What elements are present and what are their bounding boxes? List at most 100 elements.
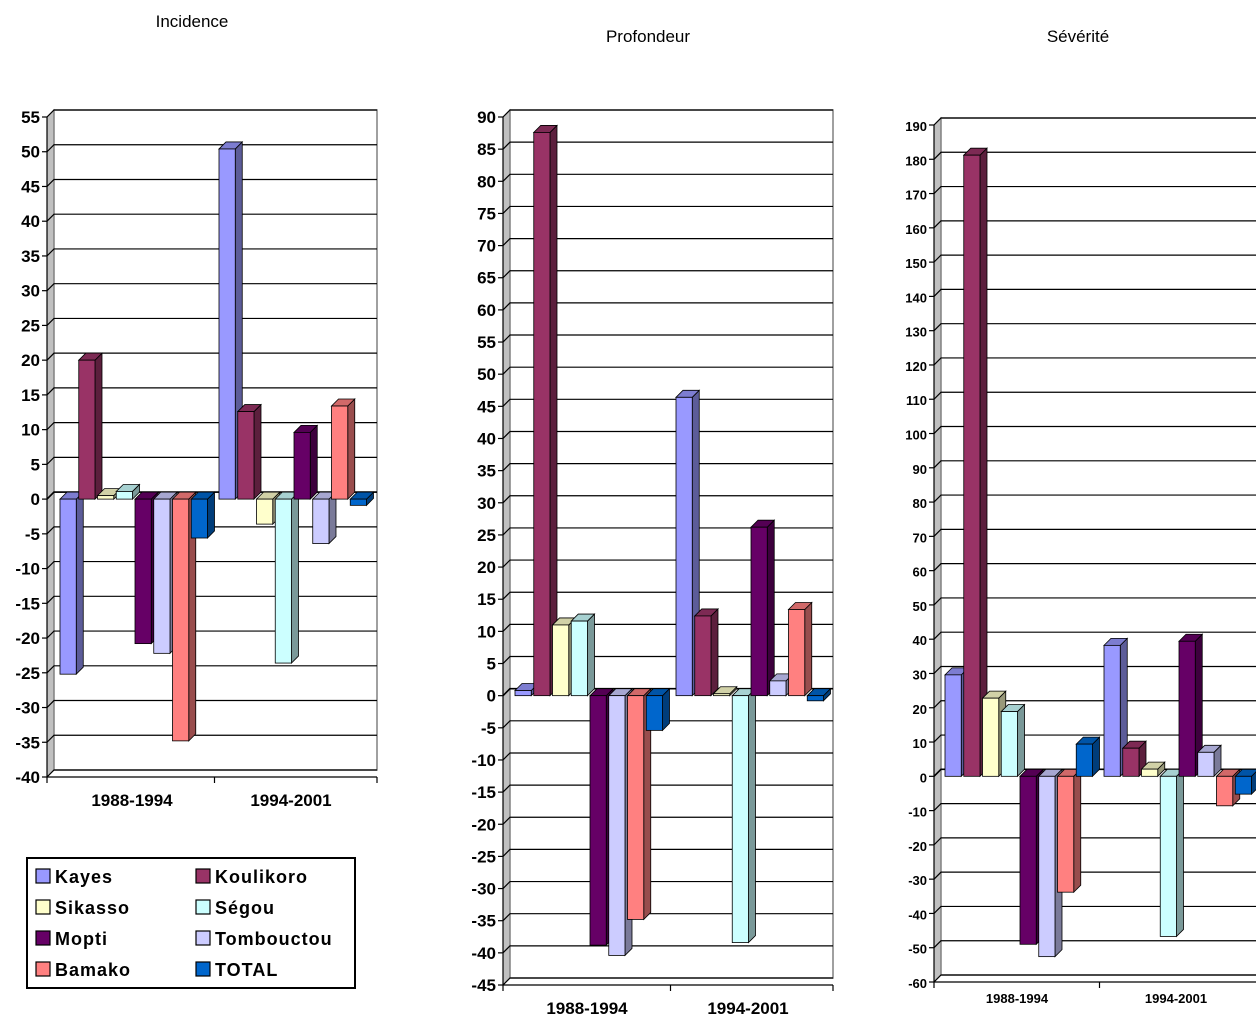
bar-front	[589, 695, 607, 946]
bar	[675, 389, 701, 697]
y-tick-label: 130	[905, 325, 927, 340]
y-tick-label: 45	[21, 177, 40, 196]
bar	[645, 687, 671, 732]
gridline	[502, 816, 833, 825]
gridline	[933, 700, 1256, 709]
y-tick-label: 0	[920, 770, 927, 785]
y-tick-label: 0	[31, 490, 40, 509]
y-tick-label: -25	[15, 664, 40, 683]
bar-front	[97, 495, 115, 500]
legend-label: Tombouctou	[215, 929, 333, 949]
legend-label: Ségou	[215, 898, 275, 918]
gridline	[46, 317, 377, 326]
gridline	[933, 425, 1256, 434]
gridline	[502, 398, 833, 407]
bar-front	[608, 695, 626, 956]
gridline	[502, 141, 833, 150]
y-tick-label: -20	[908, 839, 927, 854]
gridline	[502, 977, 833, 986]
y-tick-label: 40	[913, 633, 927, 648]
legend-swatch	[35, 899, 51, 915]
bar	[1075, 736, 1101, 778]
bar-front	[349, 498, 367, 506]
x-tick-label: 1988-1994	[91, 791, 173, 810]
gridline	[502, 559, 833, 568]
y-tick-label: 45	[477, 397, 496, 416]
y-tick-label: 20	[913, 702, 927, 717]
bar	[570, 613, 596, 697]
bar-front	[694, 615, 712, 697]
gridline	[933, 323, 1256, 332]
bar-front	[1019, 775, 1037, 945]
side-wall	[46, 108, 55, 779]
y-tick-label: -50	[908, 942, 927, 957]
bar	[1056, 768, 1082, 894]
bar-front	[1103, 644, 1121, 777]
gridline	[502, 366, 833, 375]
y-tick-label: 25	[21, 316, 40, 335]
gridline	[46, 387, 377, 396]
gridline	[46, 665, 377, 674]
bar-front	[1122, 747, 1140, 777]
legend-label: Sikasso	[55, 898, 130, 918]
y-tick-label: 55	[477, 333, 496, 352]
gridline	[502, 302, 833, 311]
bar-side	[1176, 768, 1184, 938]
y-tick-label: 80	[913, 496, 927, 511]
y-tick-label: -40	[15, 768, 40, 787]
y-tick-label: 90	[913, 462, 927, 477]
gridline	[46, 248, 377, 257]
bar	[330, 398, 356, 501]
bar-front	[190, 498, 208, 539]
gridline	[933, 597, 1256, 606]
gridline	[46, 178, 377, 187]
y-tick-label: 40	[477, 429, 496, 448]
bar-side	[328, 491, 337, 545]
gridline	[502, 913, 833, 922]
gridline	[502, 237, 833, 247]
y-tick-label: 20	[21, 351, 40, 370]
back-wall	[509, 109, 834, 979]
bar-front	[675, 396, 693, 697]
bar-front	[570, 620, 588, 697]
bar-side	[207, 491, 215, 539]
y-tick-label: -40	[471, 944, 496, 963]
y-tick-label: -10	[15, 560, 40, 579]
bar-front	[1141, 768, 1159, 777]
bar-side	[1017, 703, 1025, 778]
legend-entry: Bamako	[35, 960, 130, 980]
x-tick-label: 1988-1994	[986, 991, 1049, 1006]
gridline	[502, 205, 833, 214]
y-tick-label: 30	[21, 282, 40, 301]
y-tick-label: 10	[913, 736, 927, 751]
gridline	[46, 769, 377, 778]
bar-front	[1178, 640, 1196, 777]
y-tick-label: 140	[905, 290, 927, 305]
bar	[750, 519, 776, 697]
bar-side	[347, 398, 356, 501]
bar-front	[115, 491, 133, 500]
y-tick-label: -20	[471, 815, 496, 834]
gridline	[933, 391, 1256, 400]
bar	[962, 147, 988, 778]
bar-front	[514, 690, 532, 697]
y-tick-label: 190	[905, 119, 927, 134]
y-tick-label: 160	[905, 222, 927, 237]
legend-frame	[26, 857, 356, 989]
bar-front	[1197, 751, 1215, 777]
bar-front	[645, 695, 663, 731]
gridline	[502, 430, 833, 439]
gridline	[502, 173, 833, 182]
gridline	[933, 940, 1256, 949]
gridline	[502, 334, 833, 343]
profondeur-chart: Profondeur -45 -40 -35 -30 -25 -20 -15 -10 -5 0 5 10…	[471, 27, 834, 1018]
gridline	[502, 495, 833, 504]
y-tick-label: 50	[21, 143, 40, 162]
gridline	[502, 720, 833, 729]
y-tick-label: 20	[477, 558, 496, 577]
bar-front	[293, 432, 311, 500]
y-tick-label: 90	[477, 108, 496, 127]
bar	[115, 483, 141, 501]
y-tick-label: 70	[913, 530, 927, 545]
y-tick-label: -25	[471, 847, 496, 866]
